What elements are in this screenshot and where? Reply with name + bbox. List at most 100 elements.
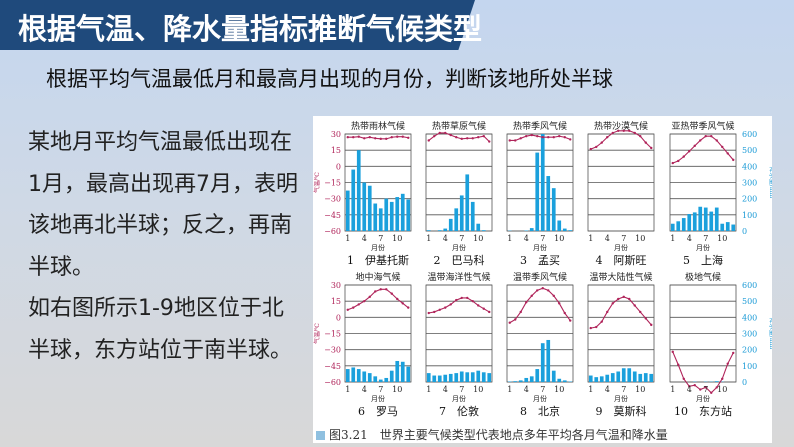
precip-bar [681,218,686,231]
svg-text:降水量/mm: 降水量/mm [768,167,772,199]
svg-text:10: 10 [717,385,727,394]
svg-text:气温/℃: 气温/℃ [313,323,321,344]
svg-text:月份: 月份 [371,394,385,403]
precip-bar [529,376,534,382]
caption-text: 图3.21 世界主要气候类型代表地点多年平均各月气温和降水量 [329,428,668,442]
plot-frame [425,284,493,383]
precip-bar [720,223,725,231]
precip-bar [643,373,648,382]
precip-bar [551,188,556,231]
svg-text:1: 1 [670,385,675,394]
precip-bar [513,381,518,382]
svg-text:0: 0 [742,378,747,387]
station-label: 2 巴马科 [434,253,485,267]
precip-bar [351,367,356,382]
svg-text:100: 100 [742,362,757,371]
precip-bar [470,201,475,231]
svg-text:400: 400 [742,313,757,322]
plot-frame [669,133,737,232]
precip-bar [562,380,567,382]
chart-title: 热带季风气候 [513,120,567,132]
chart-title: 温带季风气候 [513,271,567,283]
precip-bar [605,374,610,382]
svg-text:1: 1 [345,385,350,394]
precip-bar [443,374,448,382]
temperature-line [428,297,490,314]
svg-text:15: 15 [331,297,341,306]
precip-bar [476,223,481,231]
svg-text:7: 7 [703,385,708,394]
precip-bar [524,377,529,382]
precip-bar [621,368,626,382]
svg-text:−60: −60 [324,378,341,387]
figure-caption: 图3.21 世界主要气候类型代表地点多年平均各月气温和降水量 [316,426,668,443]
caption-marker-icon [316,431,325,440]
station-label: 1 伊基托斯 [347,253,409,267]
svg-text:7: 7 [459,385,464,394]
precip-bar [551,370,556,382]
precip-bar [481,230,486,231]
precip-bar [395,360,400,382]
title-bar [0,0,475,50]
precip-bar [638,373,643,382]
precip-bar [454,208,459,231]
precip-bar [670,223,675,231]
precip-bar [557,378,562,382]
svg-text:4: 4 [524,234,529,243]
plot-frame [587,284,655,383]
chart-title: 热带沙漠气候 [594,120,648,132]
climate-charts: 热带雨林气候 1 4 7 10 月份 1 伊基托斯 30 15 0 −15 −30 −45 −60 气温/℃… [313,120,776,418]
svg-text:1: 1 [507,234,512,243]
precip-bar [465,174,470,231]
precip-bar [345,190,350,231]
precip-bar [345,369,350,382]
precip-bar [725,222,730,231]
precip-bar [426,230,431,231]
precip-bar [367,185,372,231]
svg-text:10: 10 [392,234,402,243]
precip-bar [731,224,736,231]
precip-bar [367,373,372,382]
precip-bar [373,376,378,382]
svg-text:月份: 月份 [696,243,710,252]
plot-frame [669,284,737,383]
station-label: 4 阿斯旺 [596,254,647,267]
temperature-line [509,287,571,324]
svg-text:7: 7 [621,234,626,243]
svg-text:600: 600 [742,130,757,139]
svg-text:−45: −45 [324,211,341,220]
precip-bar [362,371,367,382]
precip-bar [687,214,692,231]
svg-text:30: 30 [331,281,341,290]
svg-text:气温/℃: 气温/℃ [313,172,321,193]
svg-text:1: 1 [507,385,512,394]
svg-text:−30: −30 [324,346,341,355]
svg-text:4: 4 [687,234,692,243]
precip-bar [406,366,411,382]
svg-text:−15: −15 [324,179,341,188]
svg-text:−15: −15 [324,330,341,339]
svg-text:30: 30 [331,130,341,139]
svg-text:月份: 月份 [452,243,466,252]
svg-text:−45: −45 [324,362,341,371]
precip-bar [373,203,378,231]
station-label: 8 北京 [520,404,560,418]
svg-text:10: 10 [392,385,402,394]
precip-bar [529,228,534,231]
precip-bar [546,176,551,231]
station-label: 5 上海 [683,253,723,267]
svg-text:10: 10 [473,385,483,394]
svg-text:月份: 月份 [533,394,547,403]
svg-text:1: 1 [426,234,431,243]
plot-frame [587,133,655,232]
precip-bar [356,150,361,231]
precip-bar [588,375,593,382]
precip-bar [437,230,442,231]
precip-bar [459,371,464,382]
station-label: 3 孟买 [520,254,560,267]
svg-text:月份: 月份 [614,243,628,252]
subtitle: 根据平均气温最低月和最高月出现的月份，判断该地所处半球 [46,67,613,91]
precip-bar [487,373,492,382]
chart-title: 热带雨林气候 [351,120,405,132]
plot-frame [506,284,574,383]
